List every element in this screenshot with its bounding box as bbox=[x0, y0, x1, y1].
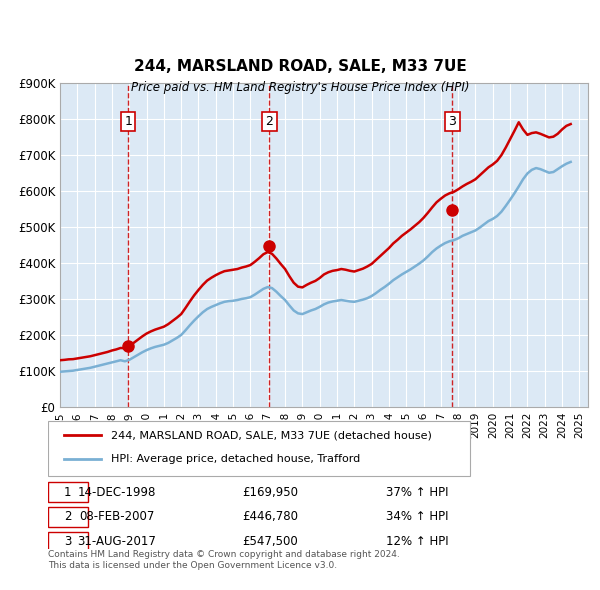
Text: 244, MARSLAND ROAD, SALE, M33 7UE: 244, MARSLAND ROAD, SALE, M33 7UE bbox=[134, 59, 466, 74]
Text: 34% ↑ HPI: 34% ↑ HPI bbox=[386, 510, 449, 523]
Text: HPI: Average price, detached house, Trafford: HPI: Average price, detached house, Traf… bbox=[112, 454, 361, 464]
FancyBboxPatch shape bbox=[48, 482, 88, 502]
Text: Contains HM Land Registry data © Crown copyright and database right 2024.
This d: Contains HM Land Registry data © Crown c… bbox=[48, 550, 400, 570]
Text: £169,950: £169,950 bbox=[242, 486, 298, 499]
Text: £547,500: £547,500 bbox=[242, 535, 298, 548]
Text: 1: 1 bbox=[64, 486, 71, 499]
Text: Price paid vs. HM Land Registry's House Price Index (HPI): Price paid vs. HM Land Registry's House … bbox=[131, 81, 469, 94]
Text: 3: 3 bbox=[64, 535, 71, 548]
Text: 2: 2 bbox=[266, 115, 274, 128]
Text: 12% ↑ HPI: 12% ↑ HPI bbox=[386, 535, 449, 548]
Text: 3: 3 bbox=[449, 115, 457, 128]
Text: 08-FEB-2007: 08-FEB-2007 bbox=[79, 510, 154, 523]
Text: 14-DEC-1998: 14-DEC-1998 bbox=[77, 486, 156, 499]
Text: 244, MARSLAND ROAD, SALE, M33 7UE (detached house): 244, MARSLAND ROAD, SALE, M33 7UE (detac… bbox=[112, 431, 432, 440]
Text: 31-AUG-2017: 31-AUG-2017 bbox=[77, 535, 156, 548]
Text: 1: 1 bbox=[124, 115, 133, 128]
Text: 2: 2 bbox=[64, 510, 71, 523]
Text: £446,780: £446,780 bbox=[242, 510, 298, 523]
FancyBboxPatch shape bbox=[48, 507, 88, 527]
FancyBboxPatch shape bbox=[48, 532, 88, 552]
Text: 37% ↑ HPI: 37% ↑ HPI bbox=[386, 486, 449, 499]
FancyBboxPatch shape bbox=[48, 421, 470, 476]
